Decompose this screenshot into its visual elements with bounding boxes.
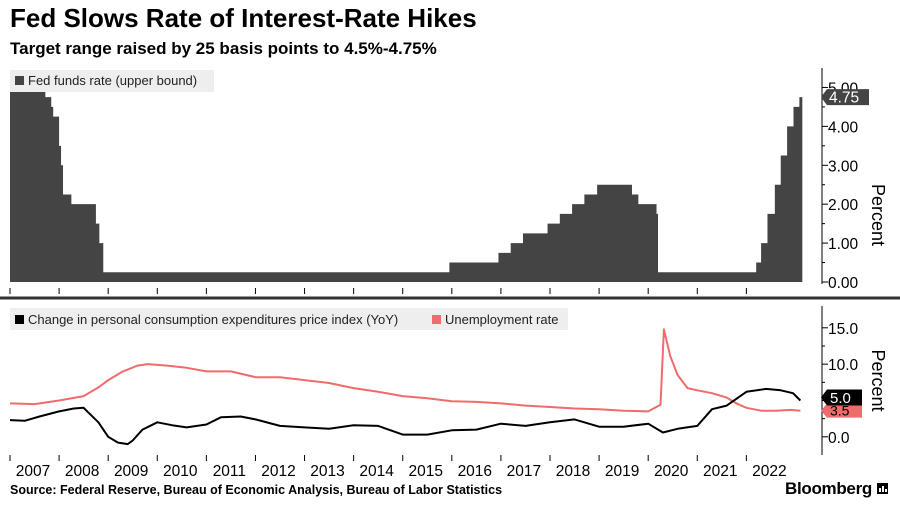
top-y-tick-label: 0.00 — [828, 275, 859, 292]
x-tick-label: 2011 — [213, 463, 246, 480]
legend-swatch-fed-funds — [15, 76, 24, 85]
bottom-y-tick-label: 10.0 — [828, 357, 859, 374]
bottom-y-tick-label: 0.0 — [828, 430, 850, 447]
legend-swatch-pce — [15, 315, 24, 324]
unemployment-latest-label: 3.5 — [830, 403, 850, 419]
bloomberg-terminal-icon — [877, 483, 888, 494]
top-y-tick-label: 2.00 — [828, 197, 859, 214]
x-tick-label: 2020 — [654, 463, 689, 480]
unemployment-line — [9, 328, 801, 413]
source-note: Source: Federal Reserve, Bureau of Econo… — [10, 483, 503, 497]
chart-title: Fed Slows Rate of Interest-Rate Hikes — [10, 3, 477, 33]
fed-funds-area — [10, 77, 803, 283]
x-tick-label: 2019 — [605, 463, 639, 480]
x-tick-label: 2010 — [163, 463, 198, 480]
x-tick-label: 2018 — [556, 463, 590, 480]
bottom-y-axis-title: Percent — [868, 349, 888, 411]
top-latest-value-tag — [821, 89, 869, 106]
x-tick-label: 2017 — [507, 463, 541, 480]
x-tick-label: 2016 — [458, 463, 492, 480]
x-tick-label: 2014 — [359, 463, 394, 480]
x-tick-label: 2008 — [65, 463, 99, 480]
chart-subtitle: Target range raised by 25 basis points t… — [10, 39, 437, 58]
top-latest-value-label: 4.75 — [829, 90, 859, 107]
x-tick-label: 2021 — [703, 463, 737, 480]
legend-top-background — [10, 70, 214, 92]
legend-label-fed-funds: Fed funds rate (upper bound) — [28, 73, 197, 88]
bloomberg-logo: Bloomberg — [784, 479, 872, 498]
top-y-tick-label: 4.00 — [828, 119, 859, 136]
legend-bottom-background — [10, 308, 568, 330]
pce-line — [9, 387, 802, 446]
x-tick-label: 2022 — [752, 463, 786, 480]
top-y-axis-title: Percent — [868, 184, 888, 246]
x-tick-label: 2013 — [310, 463, 344, 480]
legend-label-pce: Change in personal consumption expenditu… — [28, 312, 398, 327]
x-tick-label: 2007 — [16, 463, 50, 480]
bottom-y-tick-label: 15.0 — [828, 321, 859, 338]
pce-latest-label: 5.0 — [830, 390, 851, 407]
top-y-tick-label: 1.00 — [828, 236, 859, 253]
x-tick-label: 2012 — [261, 463, 295, 480]
unemployment-latest-tag — [821, 403, 862, 418]
top-y-tick-label: 3.00 — [828, 158, 859, 175]
legend-swatch-unemployment — [432, 315, 441, 324]
pce-latest-tag — [821, 389, 862, 406]
x-tick-label: 2009 — [114, 463, 148, 480]
x-tick-label: 2015 — [408, 463, 442, 480]
legend-label-unemployment: Unemployment rate — [445, 312, 558, 327]
